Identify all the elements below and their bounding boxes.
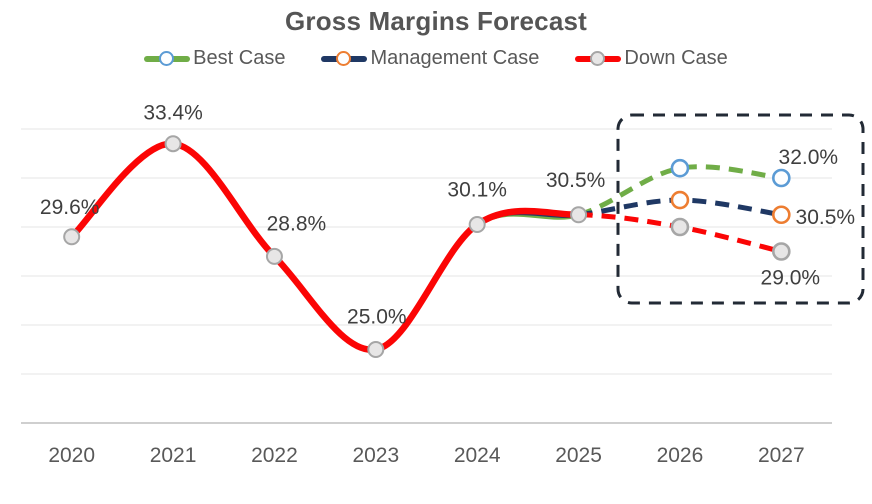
legend-item-down-case: Down Case <box>575 47 728 70</box>
forecast-point-marker-best-case <box>772 168 791 188</box>
data-label: 25.0% <box>347 306 407 329</box>
data-label: 32.0% <box>779 146 839 169</box>
x-axis-label: 2022 <box>251 444 298 467</box>
forecast-box <box>616 113 865 305</box>
legend-label-down-case: Down Case <box>624 47 728 69</box>
forecast-point-marker-down-case <box>772 242 791 261</box>
forecast-point-marker-down-case <box>670 217 690 237</box>
forecast-point-marker-best-case <box>670 158 690 178</box>
data-point-marker <box>265 247 283 265</box>
x-axis-label: 2027 <box>758 444 805 467</box>
data-point-marker <box>468 216 486 234</box>
chart-title: Gross Margins Forecast <box>284 6 588 36</box>
data-label: 30.5% <box>796 206 856 229</box>
legend-item-best-case: Best Case <box>144 47 285 70</box>
data-point-marker <box>164 135 182 153</box>
data-label: 29.0% <box>761 267 821 290</box>
chart-legend: Best Case Management Case Down Case <box>0 47 872 70</box>
x-axis-label: 2023 <box>352 444 399 467</box>
data-label: 30.5% <box>546 169 606 192</box>
history-line-down-case <box>68 140 582 353</box>
down-case-line-marker-icon <box>575 50 622 68</box>
legend-label-best-case: Best Case <box>193 47 286 69</box>
best-case-line-marker-icon <box>144 50 191 68</box>
x-axis-label: 2026 <box>657 444 704 467</box>
data-label: 29.6% <box>40 196 100 219</box>
legend-item-management-case: Management Case <box>321 47 539 70</box>
forecast-line-best-case <box>577 164 782 218</box>
forecast-point-marker-management-case <box>670 190 690 210</box>
x-axis-label: 2021 <box>150 444 197 467</box>
management-case-line-marker-icon <box>321 50 368 68</box>
forecast-point-marker-management-case <box>772 205 791 225</box>
data-label: 30.1% <box>447 179 507 202</box>
data-label: 28.8% <box>267 212 327 235</box>
x-axis-label: 2025 <box>555 444 602 467</box>
data-point-marker <box>367 341 385 358</box>
x-axis-label: 2024 <box>454 444 501 467</box>
legend-label-management-case: Management Case <box>370 47 540 69</box>
data-point-marker <box>570 206 588 224</box>
x-axis-label: 2020 <box>48 444 95 467</box>
data-point-marker <box>63 228 81 246</box>
data-label: 33.4% <box>143 102 203 125</box>
